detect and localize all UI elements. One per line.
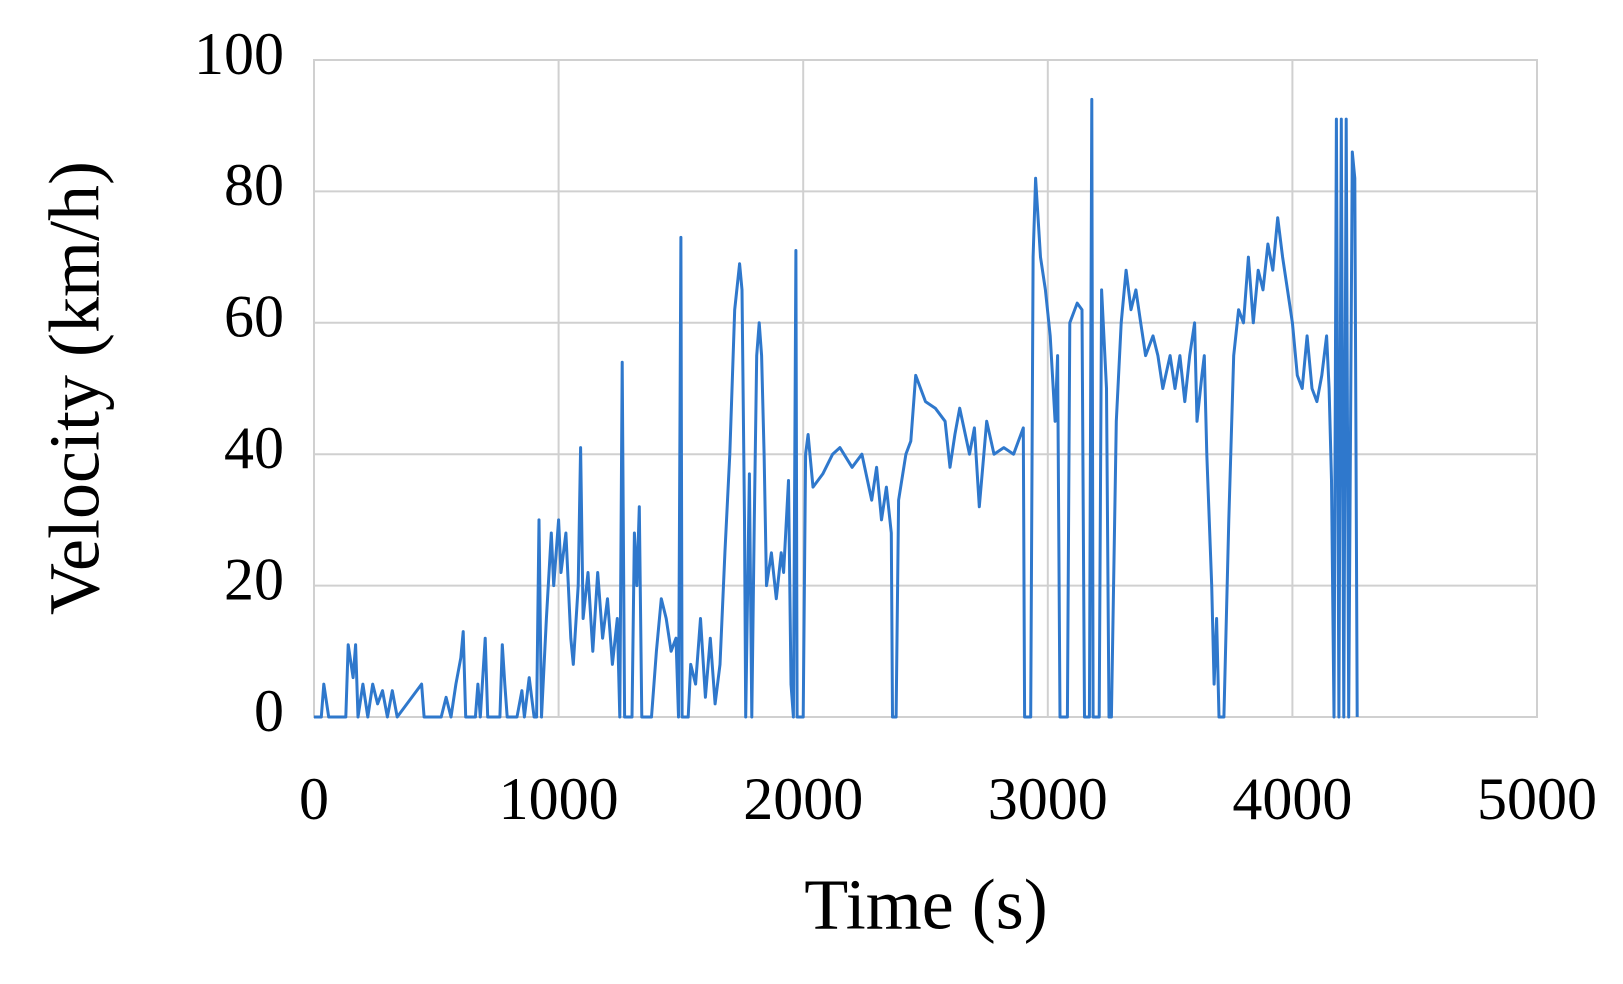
y-axis-label: Velocity (km/h) [35,161,115,615]
x-tick-label: 3000 [988,766,1108,832]
x-tick-label: 4000 [1232,766,1352,832]
y-tick-label: 0 [254,678,284,744]
x-axis-label: Time (s) [804,865,1047,945]
x-tick-label: 2000 [743,766,863,832]
y-tick-label: 40 [224,415,284,481]
x-tick-label: 5000 [1477,766,1597,832]
x-tick-label: 0 [299,766,329,832]
y-tick-label: 80 [224,152,284,218]
y-tick-label: 100 [194,21,284,87]
y-tick-label: 60 [224,284,284,350]
x-tick-label: 1000 [499,766,619,832]
y-tick-label: 20 [224,546,284,612]
data-line [314,97,1359,719]
